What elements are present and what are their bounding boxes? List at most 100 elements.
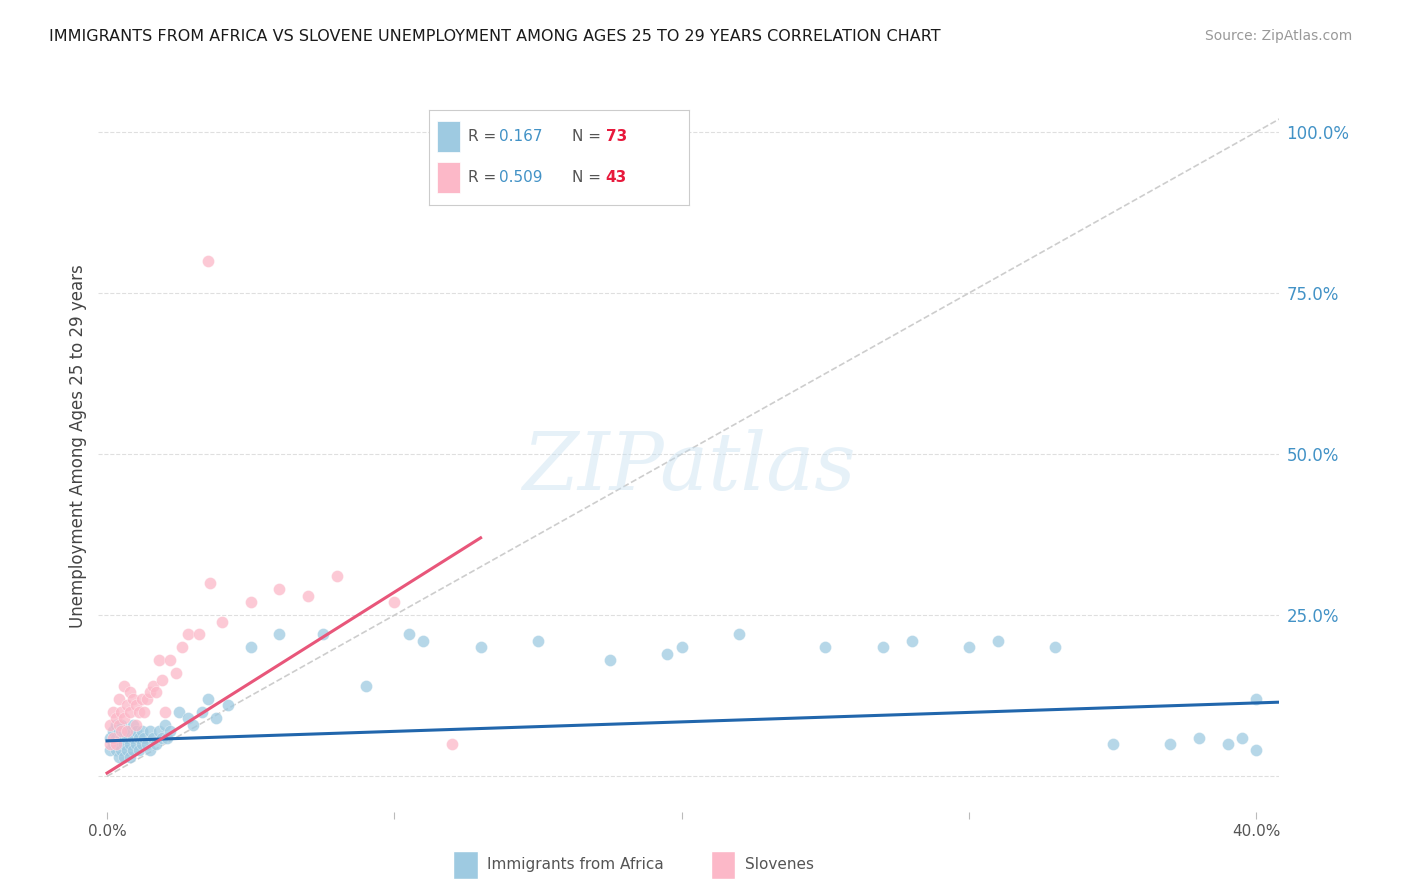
Point (176, 627, 198, 641)
Point (115, 743, 138, 757)
Point (110, 731, 132, 745)
Point (118, 705, 141, 719)
Point (200, 576, 222, 591)
Point (139, 685, 162, 699)
Point (181, 717, 204, 731)
Point (104, 731, 127, 745)
Text: Source: ZipAtlas.com: Source: ZipAtlas.com (1205, 29, 1353, 43)
Point (115, 731, 138, 745)
Point (122, 717, 145, 731)
Point (354, 679, 377, 693)
Point (156, 731, 179, 745)
Point (104, 711, 127, 725)
Point (128, 705, 150, 719)
Point (159, 653, 181, 667)
Point (136, 737, 159, 751)
Point (118, 750, 141, 764)
Point (115, 724, 138, 739)
Point (527, 634, 550, 648)
Point (107, 717, 129, 731)
Y-axis label: Unemployment Among Ages 25 to 29 years: Unemployment Among Ages 25 to 29 years (69, 264, 87, 628)
Point (872, 640, 894, 655)
Point (176, 711, 198, 725)
Point (153, 717, 176, 731)
Point (98, 737, 121, 751)
Point (211, 615, 233, 629)
Point (814, 640, 837, 655)
Point (1101, 737, 1123, 751)
Point (440, 737, 463, 751)
Point (107, 692, 129, 706)
Point (153, 705, 176, 719)
Text: IMMIGRANTS FROM AFRICA VS SLOVENE UNEMPLOYMENT AMONG AGES 25 TO 29 YEARS CORRELA: IMMIGRANTS FROM AFRICA VS SLOVENE UNEMPL… (49, 29, 941, 44)
Point (115, 698, 138, 713)
Point (139, 724, 162, 739)
Point (134, 705, 156, 719)
Point (98, 731, 121, 745)
Point (311, 627, 333, 641)
Point (145, 685, 167, 699)
Point (101, 731, 124, 745)
Point (98, 717, 121, 731)
Point (104, 737, 127, 751)
Point (110, 724, 132, 739)
Point (148, 724, 170, 739)
Point (112, 679, 135, 693)
Point (98, 743, 121, 757)
Point (104, 717, 127, 731)
Point (205, 711, 228, 725)
Point (139, 743, 162, 757)
Point (128, 731, 150, 745)
Point (1230, 731, 1253, 745)
Point (188, 627, 211, 641)
Point (107, 724, 129, 739)
Point (1045, 640, 1067, 655)
Point (159, 724, 181, 739)
Point (1159, 737, 1181, 751)
Point (148, 653, 170, 667)
Point (297, 589, 319, 603)
Point (384, 595, 406, 609)
Text: ZIPatlas: ZIPatlas (522, 429, 856, 507)
Point (110, 743, 132, 757)
Point (101, 724, 124, 739)
Point (125, 724, 148, 739)
Point (145, 737, 167, 751)
Point (142, 679, 165, 693)
Point (599, 653, 621, 667)
Point (131, 724, 153, 739)
Point (112, 750, 135, 764)
Point (671, 640, 693, 655)
Point (398, 627, 420, 641)
Point (987, 634, 1010, 648)
Point (112, 724, 135, 739)
Point (101, 705, 124, 719)
Point (104, 743, 127, 757)
Point (131, 692, 153, 706)
Point (136, 692, 159, 706)
Point (1188, 731, 1211, 745)
Point (957, 640, 980, 655)
Point (1216, 737, 1239, 751)
Point (197, 692, 219, 706)
Point (1246, 743, 1268, 757)
Point (122, 743, 145, 757)
Point (142, 731, 165, 745)
Point (239, 640, 262, 655)
Point (1246, 692, 1268, 706)
Point (269, 582, 291, 597)
Point (191, 705, 214, 719)
Point (470, 640, 492, 655)
Point (239, 595, 262, 609)
Point (110, 705, 132, 719)
Point (217, 698, 239, 713)
Point (101, 737, 124, 751)
Point (165, 666, 187, 681)
Point (900, 634, 922, 648)
Point (134, 731, 156, 745)
Point (167, 705, 190, 719)
Point (125, 717, 148, 731)
Point (125, 737, 148, 751)
Point (112, 737, 135, 751)
Point (269, 627, 291, 641)
